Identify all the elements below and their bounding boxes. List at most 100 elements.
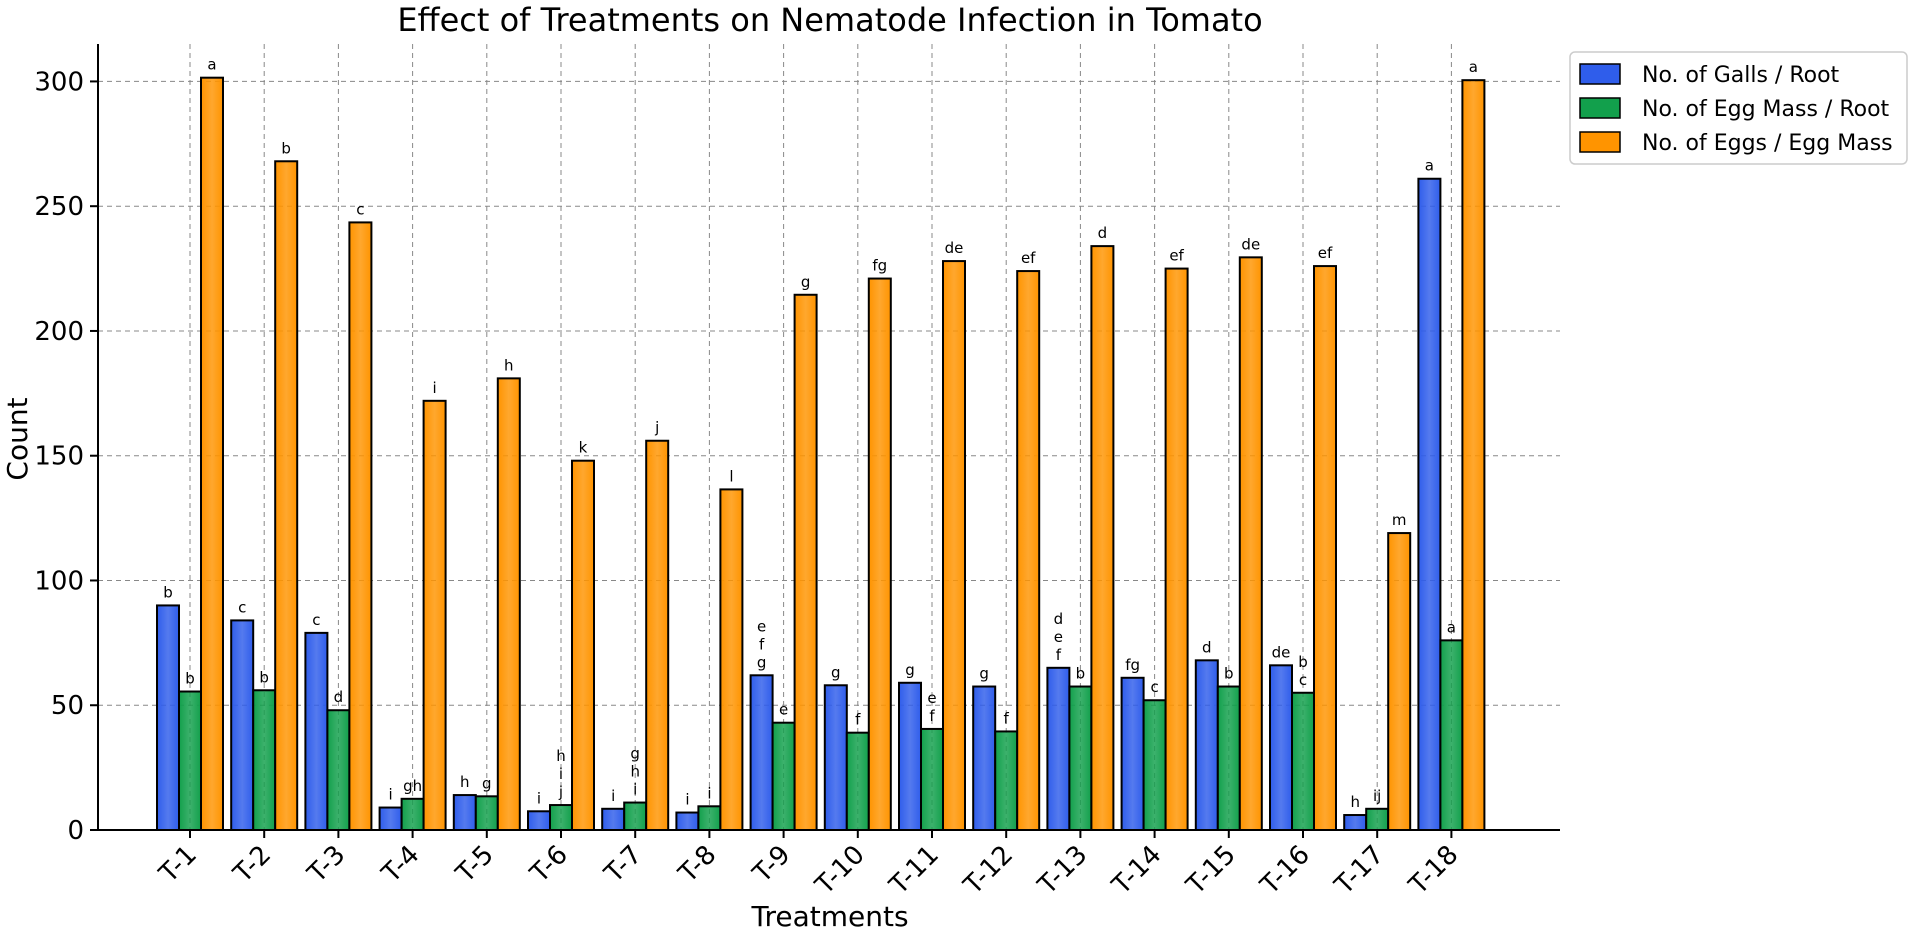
significance-label: b <box>1076 665 1086 683</box>
eggs-bar <box>1164 267 1189 832</box>
significance-label: i <box>685 791 689 809</box>
significance-label: de <box>1272 643 1291 661</box>
significance-label: f <box>1004 709 1010 727</box>
galls-bar <box>675 811 700 831</box>
y-tick-label: 250 <box>34 192 84 222</box>
x-tick-label: T-2 <box>227 840 277 890</box>
egg-mass-bar <box>623 801 648 831</box>
galls-bar <box>304 631 329 832</box>
egg-mass-bar <box>178 690 202 831</box>
significance-label: b <box>281 139 291 157</box>
eggs-bar <box>1387 532 1412 831</box>
significance-label: g <box>831 663 841 681</box>
x-tick-label: T-9 <box>747 840 797 890</box>
significance-label: h <box>556 747 566 765</box>
significance-label: h <box>504 356 514 374</box>
x-tick-label: T-17 <box>1329 840 1390 901</box>
significance-label: c <box>312 611 320 629</box>
legend-label-eggs: No. of Eggs / Egg Mass <box>1642 131 1893 156</box>
significance-label: b <box>163 583 173 601</box>
significance-label: fg <box>1125 656 1140 674</box>
galls-bar <box>1269 664 1293 831</box>
x-tick-label: T-12 <box>958 840 1019 901</box>
y-tick-label: 0 <box>67 816 84 846</box>
eggs-bar <box>1238 256 1263 832</box>
x-tick-label: T-15 <box>1180 840 1241 901</box>
significance-label: g <box>905 661 915 679</box>
eggs-bar <box>645 439 670 831</box>
significance-label: b <box>185 670 195 688</box>
y-tick-label: 100 <box>34 566 84 596</box>
eggs-bar <box>422 399 447 831</box>
y-axis-title: Count <box>1 397 34 480</box>
significance-label: j <box>654 419 659 437</box>
eggs-bar <box>1016 270 1041 832</box>
significance-label: a <box>1447 618 1456 636</box>
significance-label: g <box>482 774 492 792</box>
y-ticks: 0 50 100 150 200 250 300 <box>34 67 98 846</box>
significance-label: c <box>1150 678 1158 696</box>
significance-label: f <box>929 707 935 725</box>
significance-label: i <box>559 765 563 783</box>
eggs-bar <box>867 277 892 831</box>
significance-label: d <box>334 688 344 706</box>
galls-bar <box>1194 659 1219 831</box>
significance-label: e <box>779 701 788 719</box>
legend-swatch-eggs <box>1579 131 1621 153</box>
galls-bar <box>1417 177 1442 831</box>
galls-bar <box>601 807 626 831</box>
egg-mass-bar <box>697 805 722 831</box>
legend-swatch-egg-mass <box>1579 97 1621 119</box>
significance-label: c <box>1299 671 1307 689</box>
significance-label: ef <box>1169 247 1184 265</box>
galls-bar <box>527 810 551 831</box>
significance-label: i <box>537 789 541 807</box>
grid-lines <box>98 44 1560 830</box>
legend-label-egg-mass: No. of Egg Mass / Root <box>1642 97 1890 122</box>
chart-title: Effect of Treatments on Nematode Infecti… <box>397 1 1262 39</box>
galls-bar <box>898 681 922 831</box>
egg-mass-bar <box>252 689 277 831</box>
egg-mass-bar <box>474 795 499 831</box>
eggs-bar <box>1461 79 1486 831</box>
legend: No. of Galls / Root No. of Egg Mass / Ro… <box>1569 51 1908 165</box>
significance-label: i <box>433 379 437 397</box>
x-tick-label: T-16 <box>1254 840 1315 901</box>
x-tick-label: T-1 <box>153 840 203 890</box>
egg-mass-bar <box>845 731 870 832</box>
galls-bar <box>452 794 477 831</box>
egg-mass-bar <box>1142 699 1167 831</box>
significance-label: h <box>630 763 640 781</box>
galls-bar <box>972 685 997 831</box>
x-tick-label: T-4 <box>376 840 426 890</box>
x-tick-label: T-3 <box>302 840 352 890</box>
bars <box>156 76 1486 832</box>
significance-label: h <box>460 773 470 791</box>
significance-label: b <box>1224 665 1234 683</box>
significance-label: g <box>801 273 811 291</box>
significance-label: i <box>707 784 711 802</box>
y-tick-label: 50 <box>51 691 84 721</box>
x-tick-label: T-18 <box>1403 840 1464 901</box>
significance-label: a <box>1469 58 1478 76</box>
egg-mass-bar <box>1291 691 1315 831</box>
significance-label: c <box>356 200 364 218</box>
galls-bar <box>378 806 403 831</box>
significance-label: l <box>729 467 733 485</box>
significance-label: j <box>558 783 563 801</box>
galls-bar <box>1120 676 1145 831</box>
x-ticks: T-1 T-2 T-3 T-4 T-5 T-6 T-7 T-8 T-9 T-10 T-11 T-12 T… <box>153 830 1464 901</box>
axes <box>97 44 1560 831</box>
x-tick-label: T-14 <box>1106 840 1167 901</box>
significance-label: k <box>579 439 588 457</box>
x-tick-label: T-5 <box>450 840 500 890</box>
egg-mass-bar <box>1439 639 1464 831</box>
significance-label: e <box>1054 628 1063 646</box>
significance-label: d <box>1202 638 1212 656</box>
significance-label: c <box>238 598 246 616</box>
y-tick-label: 150 <box>34 442 84 472</box>
y-tick-label: 300 <box>34 67 84 97</box>
significance-label: b <box>259 668 269 686</box>
